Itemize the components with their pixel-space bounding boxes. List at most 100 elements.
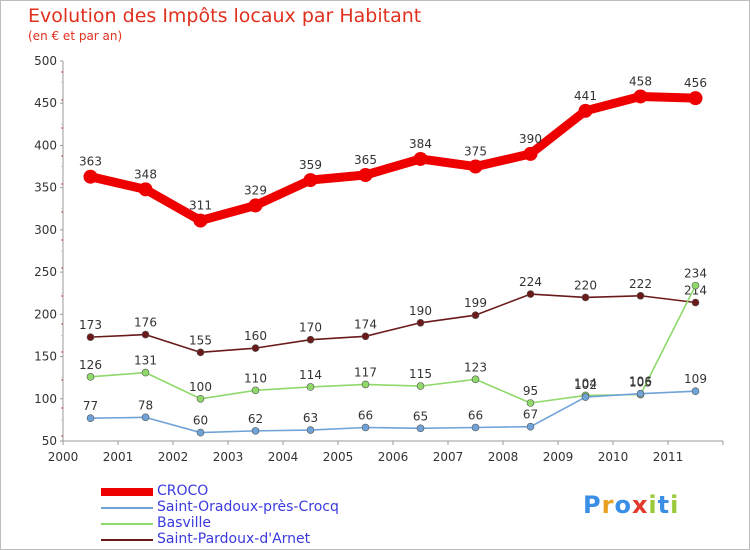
- data-label: 214: [684, 284, 707, 298]
- legend-label-saint-pardoux: Saint-Pardoux-d'Arnet: [157, 531, 311, 547]
- data-point: [141, 330, 150, 339]
- data-point: [416, 318, 425, 327]
- series-line-2: [89, 390, 697, 434]
- x-tick-label: 2001: [103, 450, 134, 464]
- data-point: [636, 291, 645, 300]
- data-point: [361, 332, 370, 341]
- data-label: 234: [684, 267, 707, 281]
- data-point: [471, 375, 480, 384]
- data-label: 102: [574, 378, 597, 392]
- x-tick-label: 2002: [158, 450, 189, 464]
- data-label: 311: [189, 199, 212, 213]
- data-label: 170: [299, 321, 322, 335]
- data-point: [86, 333, 95, 341]
- series-line-3: [86, 91, 700, 226]
- logo-letter: P: [583, 491, 602, 519]
- data-label: 117: [354, 365, 377, 379]
- data-point: [691, 281, 700, 290]
- data-label: 441: [574, 89, 597, 103]
- legend-label-saint-oradoux: Saint-Oradoux-près-Crocq: [157, 499, 339, 515]
- data-point: [251, 344, 260, 352]
- data-label: 375: [464, 145, 487, 159]
- data-label: 110: [244, 371, 267, 385]
- data-point: [141, 368, 150, 377]
- data-point: [361, 380, 370, 389]
- data-point: [306, 335, 315, 344]
- series-line-1: [89, 284, 697, 404]
- data-label: 65: [413, 409, 428, 423]
- y-tick-label: 500: [34, 54, 57, 68]
- data-label: 67: [523, 408, 538, 422]
- data-point: [581, 293, 590, 302]
- data-point: [138, 182, 153, 197]
- data-point: [86, 414, 95, 423]
- data-label: 77: [83, 399, 98, 413]
- y-tick-label: 100: [34, 392, 57, 406]
- data-point: [526, 399, 535, 407]
- data-point: [416, 382, 425, 390]
- chart-title: Evolution des Impôts locaux par Habitant: [28, 5, 422, 27]
- x-tick-label: 2009: [543, 450, 574, 464]
- data-label: 384: [409, 137, 432, 151]
- data-label: 190: [409, 304, 432, 318]
- logo-letter: x: [631, 491, 649, 519]
- data-label: 329: [244, 183, 267, 197]
- data-point: [306, 383, 315, 391]
- data-point: [86, 373, 95, 381]
- data-label: 104: [574, 376, 597, 390]
- logo-letter: i: [648, 491, 658, 519]
- x-tick-label: 2007: [433, 450, 464, 464]
- data-point: [688, 91, 703, 106]
- data-point: [303, 173, 318, 188]
- data-point: [523, 146, 538, 161]
- data-label: 66: [468, 408, 483, 422]
- data-label: 63: [303, 411, 318, 425]
- data-point: [468, 159, 483, 174]
- data-label: 60: [193, 414, 208, 428]
- data-point: [471, 423, 480, 432]
- data-label: 66: [358, 408, 373, 422]
- data-point: [413, 151, 428, 166]
- data-label: 458: [629, 74, 652, 88]
- proxiti-logo: Proxiti: [583, 491, 679, 519]
- data-point: [196, 394, 205, 403]
- data-point: [83, 169, 98, 184]
- data-point: [251, 427, 260, 435]
- y-tick-label: 300: [34, 223, 57, 237]
- data-point: [526, 422, 535, 431]
- data-point: [691, 298, 700, 307]
- legend-swatch-croco: [101, 488, 153, 496]
- y-tick-label: 150: [34, 350, 57, 364]
- data-label: 199: [464, 296, 487, 310]
- data-label: 95: [523, 384, 538, 398]
- data-label: 222: [629, 277, 652, 291]
- data-label: 176: [134, 316, 157, 330]
- data-label: 365: [354, 153, 377, 167]
- data-label: 100: [189, 380, 212, 394]
- data-label: 220: [574, 278, 597, 292]
- logo-letter: i: [670, 491, 680, 519]
- x-tick-label: 2004: [268, 450, 299, 464]
- data-point: [251, 386, 260, 395]
- legend-swatch-saint-oradoux: [101, 507, 153, 509]
- data-label: 106: [629, 375, 652, 389]
- data-label: 62: [248, 412, 263, 426]
- data-point: [691, 387, 700, 395]
- data-point: [633, 89, 648, 104]
- legend-label-croco: CROCO: [157, 483, 209, 499]
- data-point: [306, 426, 315, 434]
- y-tick-label: 400: [34, 138, 57, 152]
- data-label: 390: [519, 132, 542, 146]
- data-label: 78: [138, 398, 153, 412]
- logo-letter: t: [657, 491, 671, 519]
- data-label: 160: [244, 329, 267, 343]
- x-tick-label: 2011: [653, 450, 684, 464]
- x-tick-label: 2000: [48, 450, 79, 464]
- data-label: 105: [629, 376, 652, 390]
- x-tick-label: 2008: [488, 450, 519, 464]
- y-tick-label: 50: [42, 434, 57, 448]
- data-label: 363: [79, 155, 102, 169]
- logo-letter: r: [601, 491, 615, 519]
